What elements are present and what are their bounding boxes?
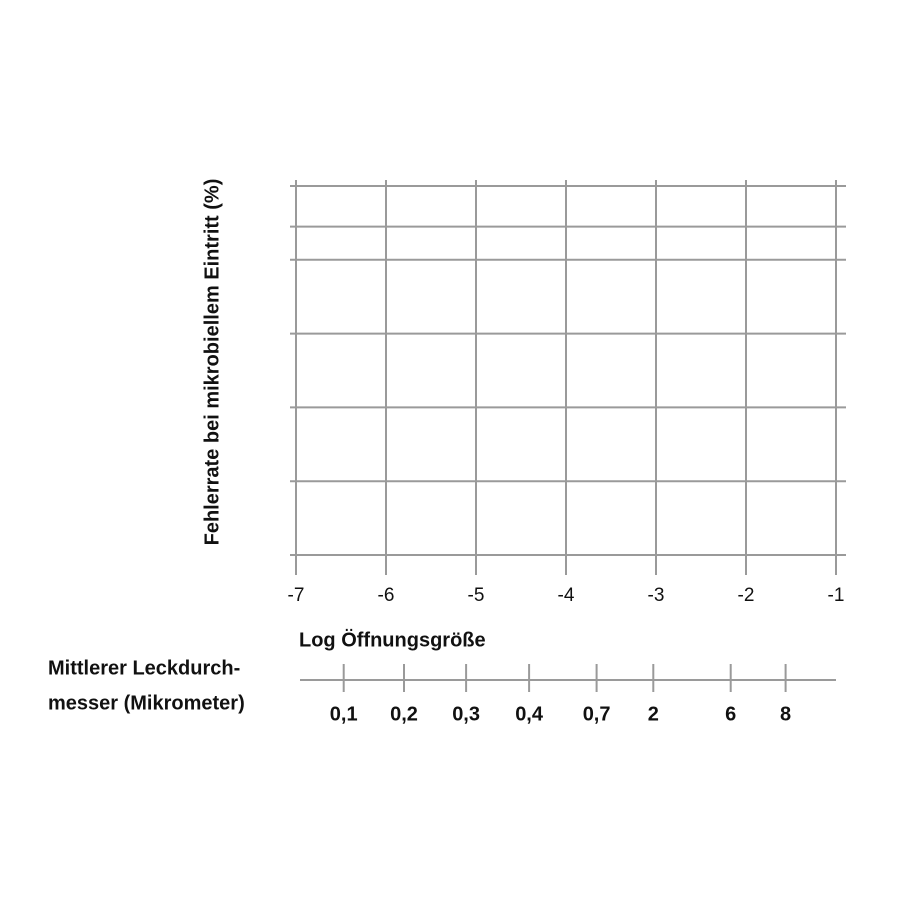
secondary-tick-label: 0,4 (515, 703, 544, 725)
x-tick-label: -6 (378, 585, 395, 606)
secondary-tick-label: 0,2 (390, 703, 418, 725)
secondary-tick-label: 0,1 (330, 703, 358, 725)
x-axis-label: Log Öffnungsgröße (299, 628, 486, 651)
x-tick-label: -3 (648, 585, 665, 606)
secondary-tick-label: 0,3 (452, 703, 480, 725)
secondary-axis-label: Mittlerer Leckdurch- (48, 657, 240, 679)
x-tick-label: -4 (558, 585, 575, 606)
secondary-tick-label: 8 (780, 703, 791, 725)
secondary-tick-label: 0,7 (583, 703, 611, 725)
x-tick-label: -2 (738, 585, 755, 606)
secondary-tick-label: 6 (725, 703, 736, 725)
y-axis-label: Fehlerrate bei mikrobiellem Eintritt (%) (201, 179, 223, 546)
x-tick-label: -7 (288, 585, 305, 606)
secondary-tick-label: 2 (648, 703, 659, 725)
x-tick-label: -1 (828, 585, 845, 606)
secondary-axis-label: messer (Mikrometer) (48, 692, 245, 714)
x-tick-label: -5 (468, 585, 485, 606)
